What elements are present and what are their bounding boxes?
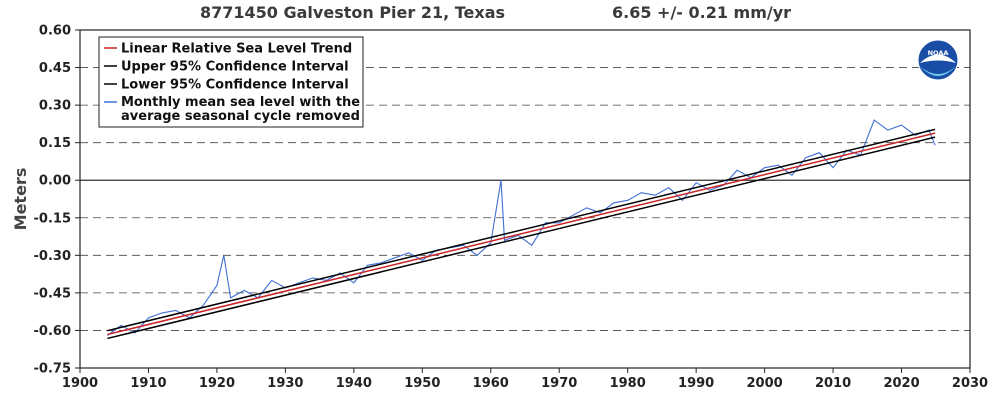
x-tick-label: 1910 [130, 376, 166, 391]
logo-seagull [920, 54, 956, 63]
y-tick-label: 0.30 [39, 99, 71, 114]
legend-box [98, 36, 364, 128]
chart-trend-rate: 6.65 +/- 0.21 mm/yr [612, 3, 792, 22]
plot-border [79, 29, 971, 369]
chart-title: 8771450 Galveston Pier 21, Texas [200, 3, 506, 22]
y-tick-label: -0.15 [34, 211, 71, 226]
y-tick-label: 0.45 [39, 61, 71, 76]
legend-trend-label: Linear Relative Sea Level Trend [121, 42, 352, 57]
trend-line [107, 132, 936, 336]
y-tick-label: 0.15 [39, 136, 71, 151]
legend-monthly-label-line2: average seasonal cycle removed [121, 109, 360, 124]
y-axis-label: Meters [11, 168, 30, 231]
legend-monthly-label: Monthly mean sea level with the average s… [121, 95, 360, 124]
x-tick-label: 1920 [199, 376, 235, 391]
x-tick-label: 2020 [883, 376, 919, 391]
y-tick-label: -0.30 [34, 249, 71, 264]
y-tick-label: 0.60 [39, 24, 71, 39]
lower-ci-line [107, 136, 936, 340]
x-tick-label: 1970 [541, 376, 577, 391]
y-tick-label: -0.45 [34, 286, 71, 301]
x-tick-label: 2000 [747, 376, 783, 391]
x-tick-label: 1900 [62, 376, 98, 391]
x-tick-label: 1960 [473, 376, 509, 391]
logo-wave [920, 66, 956, 76]
legend-lower-ci-label: Lower 95% Confidence Interval [121, 78, 349, 93]
x-tick-label: 2030 [952, 376, 988, 391]
x-tick-label: 1990 [678, 376, 714, 391]
y-tick-label: 0.00 [39, 174, 71, 189]
x-tick-label: 2010 [815, 376, 851, 391]
legend-upper-ci-label: Upper 95% Confidence Interval [121, 60, 349, 75]
y-tick-label: -0.75 [34, 362, 71, 377]
x-tick-label: 1980 [610, 376, 646, 391]
x-tick-label: 1930 [267, 376, 303, 391]
logo-text: NOAA [928, 49, 949, 57]
y-tick-label: -0.60 [34, 324, 71, 339]
legend-monthly-label-line1: Monthly mean sea level with the [121, 95, 360, 110]
noaa-logo: NOAA [917, 39, 959, 81]
x-tick-label: 1950 [404, 376, 440, 391]
x-tick-label: 1940 [336, 376, 372, 391]
upper-ci-line [107, 128, 936, 332]
legend: Linear Relative Sea Level Trend Upper 95%… [98, 36, 364, 128]
